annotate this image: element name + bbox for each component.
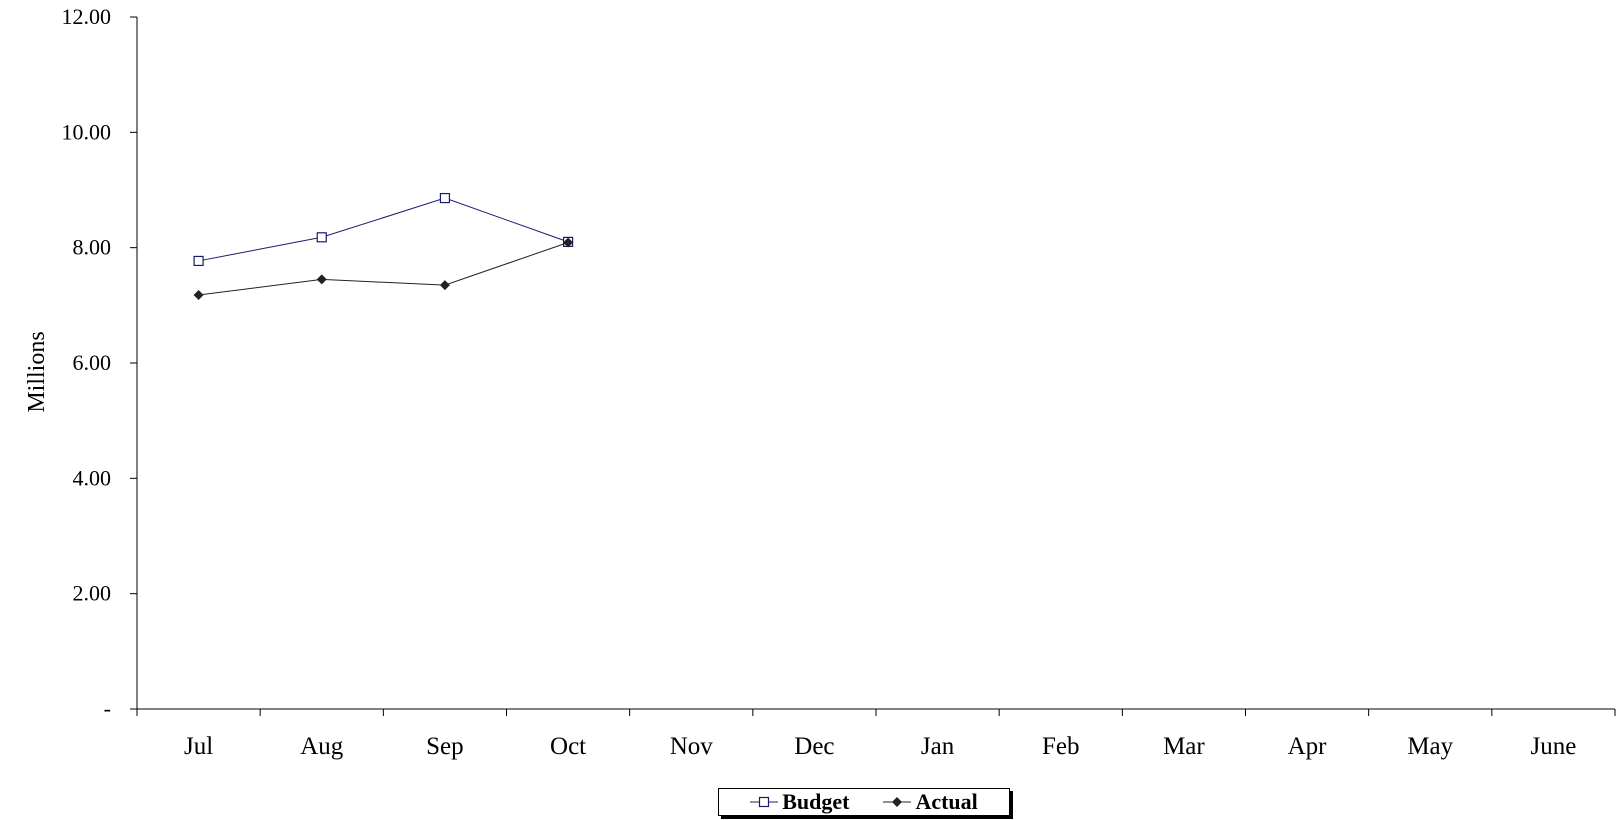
legend-actual-label: Actual — [915, 789, 978, 814]
legend-actual-marker — [883, 797, 912, 807]
y-axis: - 2.00 4.00 6.00 8.00 10.00 12.00 — [62, 4, 138, 721]
data-point-budget — [316, 232, 327, 243]
x-tick-label: June — [1531, 733, 1577, 760]
legend-item-actual: Actual — [883, 789, 978, 815]
y-tick-label: 12.00 — [62, 4, 112, 29]
x-tick-label: Feb — [1042, 733, 1080, 760]
x-tick-label: Jul — [184, 733, 213, 760]
y-axis-title: Millions — [24, 331, 50, 412]
x-tick-label: Oct — [550, 733, 586, 760]
data-point-actual — [193, 289, 204, 300]
data-point-actual — [439, 280, 450, 291]
data-point-actual — [563, 237, 574, 248]
data-point-actual — [316, 274, 327, 285]
x-tick-label: Mar — [1163, 733, 1205, 760]
y-tick-label: 4.00 — [73, 465, 112, 490]
data-point-budget — [439, 192, 451, 204]
y-tick-label: 8.00 — [73, 235, 112, 260]
x-tick-label: Jan — [921, 733, 955, 760]
x-axis: Jul Aug Sep Oct Nov Dec Jan Feb Mar Apr May June — [136, 708, 1616, 760]
legend: Budget Actual — [718, 788, 1010, 816]
x-tick-label: May — [1407, 733, 1453, 760]
x-tick-label: Dec — [794, 733, 834, 760]
x-tick-label: Apr — [1288, 733, 1328, 760]
y-tick-label: 2.00 — [73, 581, 112, 606]
y-tick-label: - — [104, 696, 111, 721]
series-line-actual — [198, 242, 569, 296]
x-tick-label: Aug — [300, 733, 344, 760]
y-tick-label: 10.00 — [62, 119, 112, 144]
series-layer — [193, 192, 574, 300]
y-tick-label: 6.00 — [73, 350, 112, 375]
series-line-budget — [198, 197, 569, 262]
legend-budget-label: Budget — [782, 789, 850, 814]
data-point-budget — [193, 255, 204, 267]
x-tick-label: Nov — [670, 733, 714, 760]
x-tick-label: Sep — [426, 733, 464, 760]
legend-budget-marker — [750, 796, 779, 808]
legend-item-budget: Budget — [750, 789, 849, 815]
